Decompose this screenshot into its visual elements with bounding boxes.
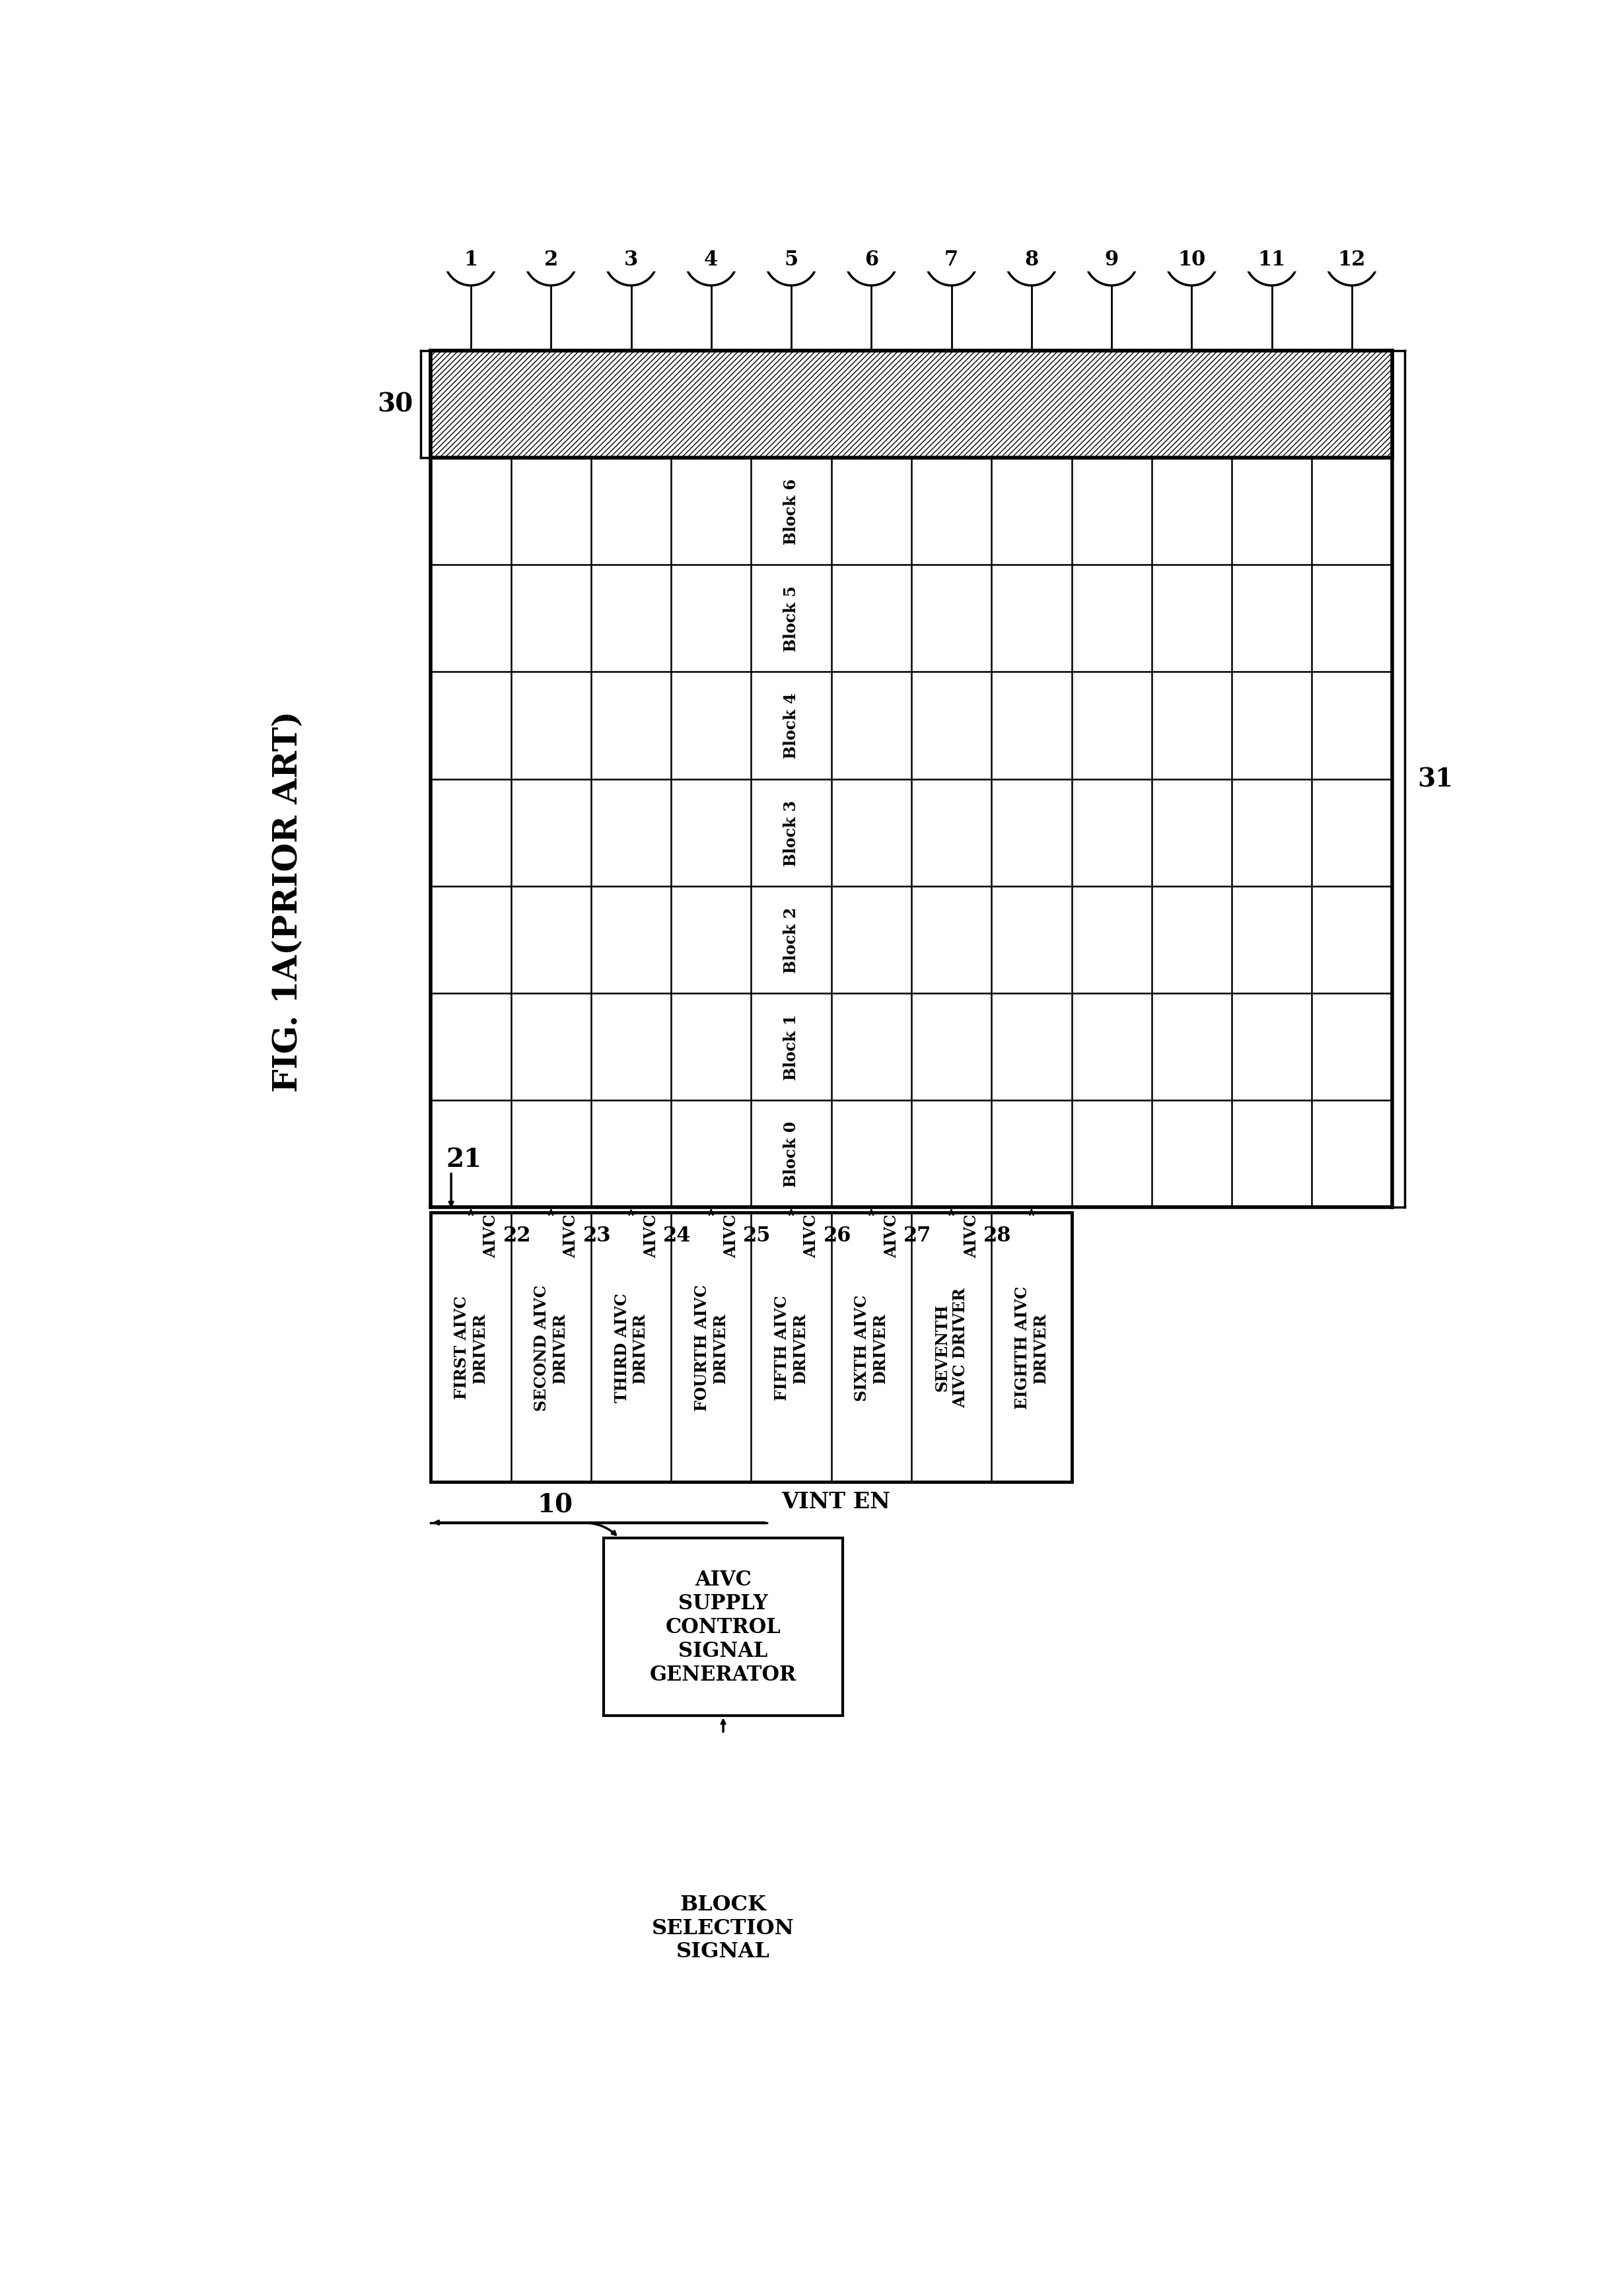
Circle shape — [1246, 234, 1298, 286]
Text: SIXTH AIVC
DRIVER: SIXTH AIVC DRIVER — [854, 1293, 888, 1400]
Text: EIGHTH AIVC
DRIVER: EIGHTH AIVC DRIVER — [1015, 1287, 1049, 1409]
Text: Block 5: Block 5 — [783, 585, 799, 651]
Bar — [430, 352, 1392, 458]
Text: FIG. 1A(PRIOR ART): FIG. 1A(PRIOR ART) — [273, 710, 305, 1091]
Text: AIVC
SUPPLY
CONTROL
SIGNAL
GENERATOR: AIVC SUPPLY CONTROL SIGNAL GENERATOR — [650, 1570, 797, 1684]
Text: 30: 30 — [377, 393, 412, 417]
Text: Block 0: Block 0 — [783, 1121, 799, 1187]
Circle shape — [1166, 234, 1218, 286]
Text: 28: 28 — [984, 1225, 1012, 1246]
Circle shape — [685, 234, 737, 286]
Circle shape — [926, 234, 978, 286]
Text: THIRD AIVC
DRIVER: THIRD AIVC DRIVER — [614, 1293, 648, 1402]
Text: 4: 4 — [705, 250, 718, 270]
Circle shape — [765, 234, 817, 286]
Text: AIVC: AIVC — [643, 1214, 659, 1257]
Text: AIVC: AIVC — [723, 1214, 739, 1257]
Text: BLOCK
SELECTION
SIGNAL: BLOCK SELECTION SIGNAL — [651, 1895, 794, 1963]
Circle shape — [525, 234, 578, 286]
Text: SECOND AIVC
DRIVER: SECOND AIVC DRIVER — [534, 1284, 568, 1411]
Text: 5: 5 — [784, 250, 799, 270]
Bar — [430, 1212, 1072, 1482]
Text: Block 3: Block 3 — [783, 801, 799, 867]
Text: Block 1: Block 1 — [783, 1014, 799, 1080]
Text: 10: 10 — [1177, 250, 1205, 270]
Text: AIVC: AIVC — [883, 1214, 900, 1257]
Text: AIVC: AIVC — [564, 1214, 578, 1257]
Text: 6: 6 — [864, 250, 879, 270]
Text: Block 4: Block 4 — [783, 692, 799, 758]
Text: 23: 23 — [583, 1225, 611, 1246]
Text: 11: 11 — [1259, 250, 1286, 270]
Text: 25: 25 — [744, 1225, 771, 1246]
Text: 31: 31 — [1418, 767, 1453, 792]
Text: 26: 26 — [823, 1225, 851, 1246]
Text: Block 2: Block 2 — [783, 908, 799, 973]
Circle shape — [1325, 234, 1379, 286]
Circle shape — [1085, 234, 1138, 286]
Text: SEVENTH
AIVC DRIVER: SEVENTH AIVC DRIVER — [934, 1287, 968, 1407]
Bar — [604, 1538, 843, 1715]
Text: AIVC: AIVC — [963, 1214, 979, 1257]
Text: 3: 3 — [624, 250, 638, 270]
Text: 22: 22 — [503, 1225, 531, 1246]
Text: Block 6: Block 6 — [783, 479, 799, 545]
Text: 24: 24 — [663, 1225, 692, 1246]
Text: 27: 27 — [903, 1225, 931, 1246]
Circle shape — [844, 234, 898, 286]
Text: 1: 1 — [464, 250, 477, 270]
Circle shape — [445, 234, 497, 286]
Text: AIVC: AIVC — [482, 1214, 499, 1257]
Circle shape — [604, 234, 658, 286]
Circle shape — [1005, 234, 1057, 286]
Text: 12: 12 — [1338, 250, 1366, 270]
Text: FIRST AIVC
DRIVER: FIRST AIVC DRIVER — [453, 1296, 487, 1400]
Text: VINT EN: VINT EN — [781, 1491, 890, 1513]
Text: 7: 7 — [945, 250, 958, 270]
Text: FOURTH AIVC
DRIVER: FOURTH AIVC DRIVER — [693, 1284, 728, 1411]
Text: 10: 10 — [538, 1493, 573, 1518]
Text: AIVC: AIVC — [804, 1214, 818, 1257]
Text: 9: 9 — [1104, 250, 1119, 270]
Text: 8: 8 — [1025, 250, 1038, 270]
Text: 21: 21 — [447, 1146, 482, 1173]
Text: FIFTH AIVC
DRIVER: FIFTH AIVC DRIVER — [775, 1296, 809, 1400]
Text: 2: 2 — [544, 250, 559, 270]
